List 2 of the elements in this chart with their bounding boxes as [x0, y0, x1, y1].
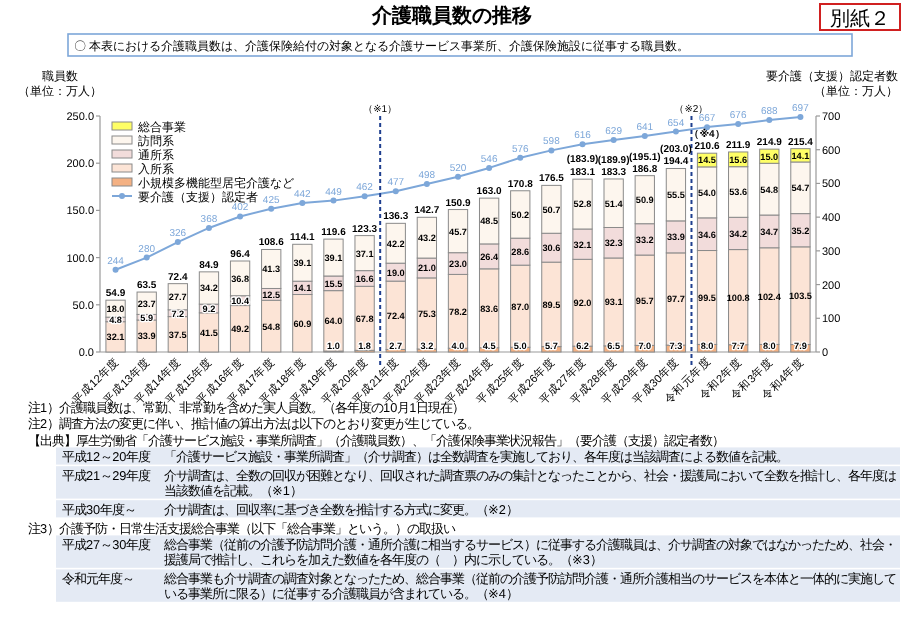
title: 介護職員数の推移: [372, 6, 532, 28]
tag: 別紙２: [819, 3, 901, 31]
